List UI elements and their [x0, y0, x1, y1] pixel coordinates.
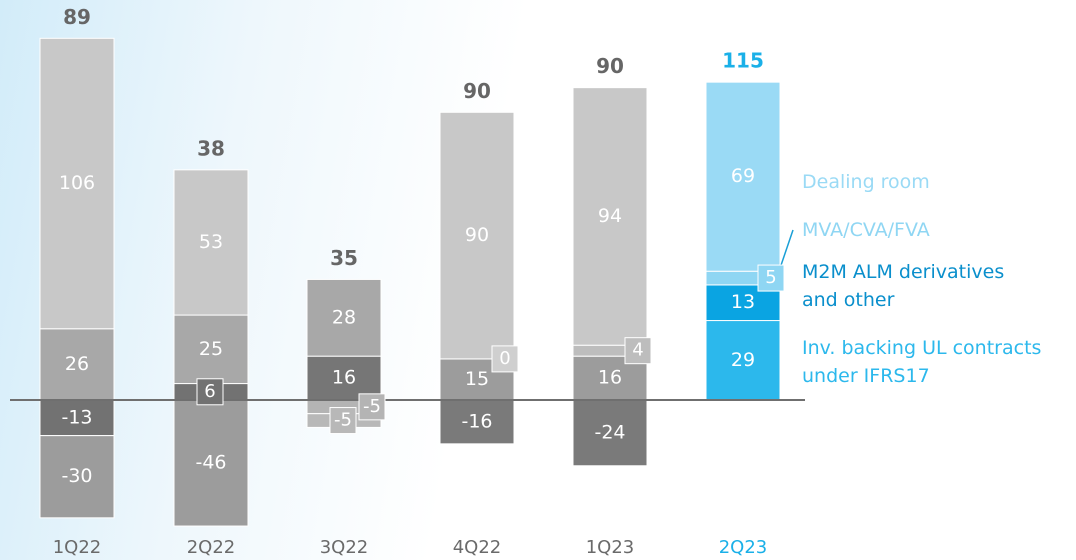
bar-segment: [306, 355, 382, 401]
value-label-box: [624, 337, 652, 365]
value-label: 13: [731, 291, 755, 313]
value-label-box: [757, 264, 785, 292]
value-label-box: [491, 345, 519, 373]
bar-segment: [705, 81, 781, 272]
bar-segment: [705, 320, 781, 401]
value-label: 16: [332, 367, 356, 389]
total-label: 89: [63, 5, 91, 29]
value-label: 5: [765, 267, 776, 288]
x-tick-label: 1Q23: [586, 537, 635, 558]
total-label: 115: [722, 49, 764, 73]
x-tick-label: 2Q23: [719, 537, 768, 558]
total-label: 90: [596, 54, 624, 78]
value-label-box: [329, 407, 357, 435]
x-tick-label: 4Q22: [453, 537, 502, 558]
x-tick-label: 1Q22: [53, 537, 102, 558]
value-label: 106: [59, 172, 95, 194]
bar-segment: [39, 37, 115, 330]
value-label: 25: [199, 338, 223, 360]
value-label: -5: [334, 410, 352, 431]
bar-segment: [39, 328, 115, 401]
value-label-box: [196, 378, 224, 406]
value-label: 16: [598, 367, 622, 389]
bar-segment: [572, 87, 648, 346]
bar-segment: [439, 111, 515, 360]
value-label: 4: [632, 340, 643, 361]
value-label: -5: [363, 396, 381, 417]
x-tick-label: 3Q22: [320, 537, 369, 558]
legend-entry: M2M ALM derivatives and other: [802, 261, 1005, 311]
total-label: 35: [330, 246, 358, 270]
legend-entry: Inv. backing UL contracts under IFRS17: [802, 337, 1042, 387]
bar-segment: [439, 399, 515, 445]
value-label: -24: [594, 421, 625, 443]
value-label: 28: [332, 306, 356, 328]
value-label-box: [358, 393, 386, 421]
value-label: 29: [731, 349, 755, 371]
legend-entry: Dealing room: [802, 171, 930, 193]
bar-segment: [173, 399, 249, 527]
value-label: 69: [731, 165, 755, 187]
total-label: 38: [197, 136, 225, 160]
value-label: -46: [195, 452, 226, 474]
total-label: 90: [463, 79, 491, 103]
bar-segment: [173, 169, 249, 316]
value-label: 90: [465, 224, 489, 246]
value-label: -13: [61, 406, 92, 428]
value-label: 0: [499, 348, 510, 369]
value-label: 26: [65, 353, 89, 375]
bar-segment: [306, 278, 382, 357]
bars: [39, 37, 781, 527]
value-label: 6: [204, 381, 215, 402]
value-label: -16: [461, 410, 492, 432]
labels: 26 106 -13 -30 89 1Q22 6 25 53 -46 38 2Q22 16 28 -5 -5 3…: [53, 5, 785, 558]
value-label: 53: [199, 231, 223, 253]
legend-entry: MVA/CVA/FVA: [802, 219, 930, 241]
value-label: 94: [598, 205, 622, 227]
bar-segment: [39, 435, 115, 519]
x-tick-label: 2Q22: [187, 537, 236, 558]
value-label: -30: [61, 465, 92, 487]
value-label: 15: [465, 368, 489, 390]
